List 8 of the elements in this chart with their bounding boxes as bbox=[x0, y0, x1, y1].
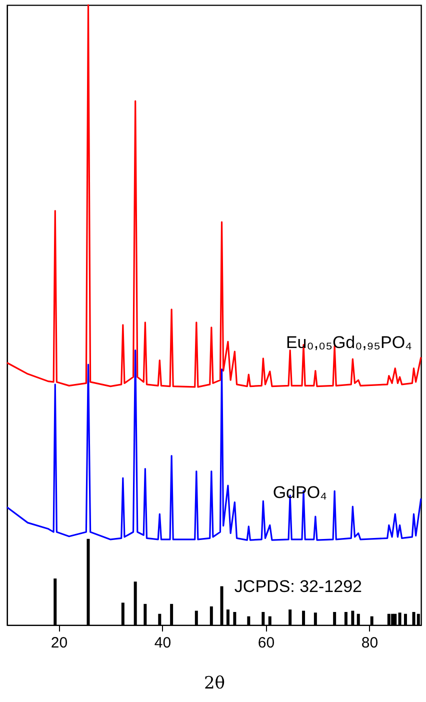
x-axis-title: 2θ bbox=[204, 674, 226, 694]
x-tick-label: 20 bbox=[50, 634, 68, 652]
x-tick-label: 60 bbox=[258, 634, 275, 652]
series-label: JCPDS: 32-1292 bbox=[234, 577, 362, 596]
x-tick-label: 80 bbox=[361, 634, 378, 652]
x-tick-label: 40 bbox=[154, 634, 172, 652]
series-label: GdPO₄ bbox=[272, 483, 328, 502]
series-label: Eu₀,₀₅Gd₀,₉₅PO₄ bbox=[286, 333, 412, 352]
